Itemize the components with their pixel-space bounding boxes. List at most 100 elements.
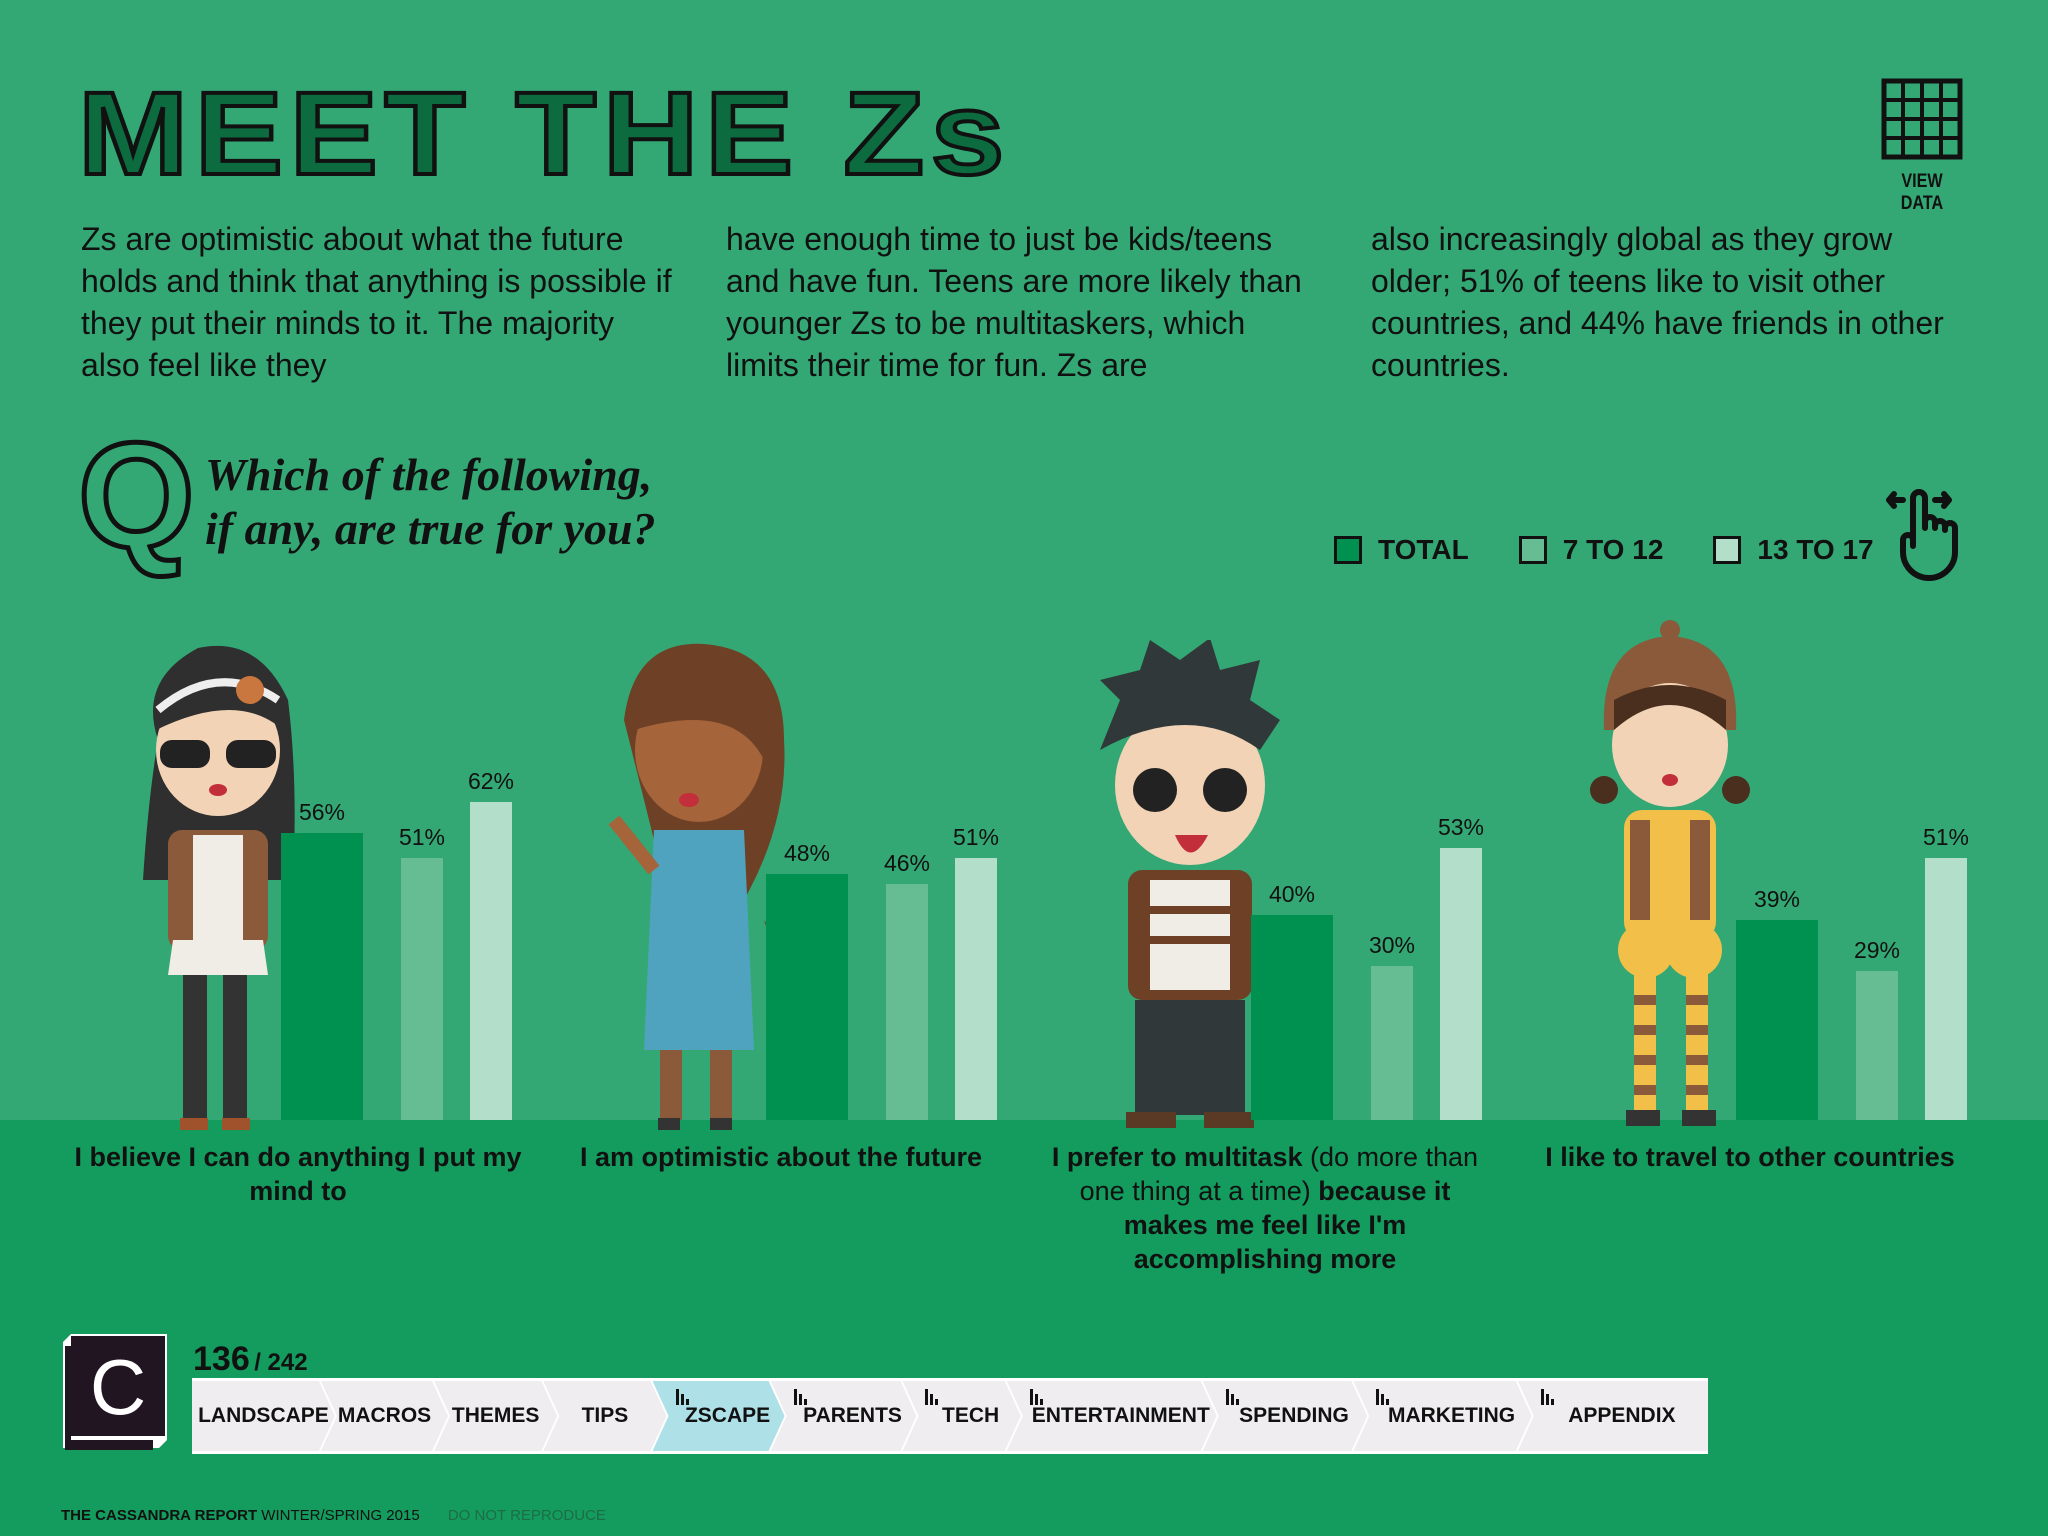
nav-tab-label: TECH [942,1404,1000,1427]
question-letter: Q [76,411,198,579]
footer-notice: DO NOT REPRODUCE [447,1507,606,1524]
view-data-label: VIEW DATA [1900,171,1944,214]
bar-7-to-12 [1856,971,1898,1120]
intro-column-2: have enough time to just be kids/teens a… [726,221,1302,383]
legend-label: 7 TO 12 [1562,534,1664,565]
data-label: 48% [783,839,831,866]
page-title: MEET THE Zs [76,66,1012,202]
legend-label: TOTAL [1378,534,1469,565]
current-page: 136 [193,1340,250,1378]
nav-tab-themes[interactable]: THEMES [434,1381,557,1451]
nav-tab-label: ZSCAPE [684,1404,771,1427]
character-girl-knit-hat [1590,620,1750,1126]
bar-13-to-17 [1925,858,1967,1120]
nav-tab-label: THEMES [451,1404,540,1427]
data-label: 51% [1922,824,1970,851]
bar-total [1736,919,1818,1120]
intro-column-3: also increasingly global as they grow ol… [1371,221,1944,383]
data-label: 51% [398,824,446,851]
data-label: 62% [467,767,515,794]
data-label: 29% [1853,937,1901,964]
legend-swatch [1334,536,1362,564]
data-label: 39% [1753,885,1801,912]
legend-label: 13 TO 17 [1757,534,1874,565]
nav-tab-parents[interactable]: PARENTS [771,1381,917,1451]
nav-tab-tips[interactable]: TIPS [543,1381,666,1451]
data-label: 51% [952,824,1000,851]
view-data-button[interactable]: VIEW DATA [1872,78,1972,215]
nav-tab-zscape[interactable]: ZSCAPE [653,1381,785,1451]
bar-chart-icon [1540,1389,1554,1405]
bar-chart-icon [1375,1389,1391,1405]
total-pages: / 242 [254,1349,308,1376]
data-label: 40% [1268,880,1316,907]
category-label: I believe I can do anything I put my min… [68,1140,528,1208]
footer-edition: WINTER/SPRING 2015 [261,1507,420,1524]
question-text: Which of the following, if any, are true… [205,448,656,556]
nav-tab-spending[interactable]: SPENDING [1203,1381,1368,1451]
category-label: I am optimistic about the future [551,1140,1011,1174]
bar-7-to-12 [886,884,928,1120]
logo-letter: C [90,1343,146,1431]
nav-tab-landscape[interactable]: LANDSCAPE [192,1381,335,1451]
character-girl-blue-dress [608,643,804,1130]
bar-chart-icon [675,1389,691,1405]
legend-swatch [1713,536,1742,564]
data-label: 56% [298,798,346,825]
question-line-2: if any, are true for you? [205,503,656,554]
bar-7-to-12 [401,858,443,1120]
bar-total [281,832,363,1120]
legend-7-to-12: 7 TO 12 [1518,534,1664,566]
data-label: 53% [1437,814,1485,841]
category-label-part: I prefer to multitask [1051,1142,1303,1172]
bar-chart-icon [1225,1389,1241,1405]
bar-13-to-17 [955,858,997,1120]
bar-total [766,873,848,1120]
character-boy-glasses [1100,640,1280,1128]
nav-tab-label: MARKETING [1387,1404,1516,1427]
nav-tab-label: TIPS [581,1404,629,1427]
bar-13-to-17 [1440,848,1482,1120]
bar-total [1251,914,1333,1120]
intro-column-1: Zs are optimistic about what the future … [81,221,672,383]
nav-tab-tech[interactable]: TECH [902,1381,1020,1451]
ground-band [0,1120,2048,1536]
bar-chart-icon [793,1389,809,1405]
nav-tab-label: APPENDIX [1568,1404,1676,1427]
category-label-part: I like to travel to other countries [1545,1142,1955,1172]
category-label: I like to travel to other countries [1520,1140,1980,1174]
chart-legend: TOTAL 7 TO 12 13 TO 17 [1334,534,1874,566]
category-label-part: I believe I can do anything I put my min… [74,1142,522,1206]
footer-brand: THE CASSANDRA REPORT [61,1507,258,1524]
bar-chart-icon [924,1389,940,1405]
legend-total: TOTAL [1334,534,1469,566]
bar-chart-icon [1029,1389,1045,1405]
nav-tab-label: SPENDING [1239,1404,1349,1427]
page-indicator: 136 / 242 [193,1340,308,1379]
legend-13-to-17: 13 TO 17 [1713,534,1874,566]
category-label-part: I am optimistic about the future [579,1142,983,1172]
category-label: I prefer to multitask (do more than one … [1035,1140,1495,1276]
data-label: 46% [883,850,931,877]
nav-tab-entertainment[interactable]: ENTERTAINMENT [1007,1381,1217,1451]
nav-tab-label: PARENTS [803,1404,902,1427]
nav-tab-marketing[interactable]: MARKETING [1353,1381,1531,1451]
question-line-1: Which of the following, [205,449,653,500]
swipe-hand-icon[interactable] [1885,488,1969,589]
character-girl-sunglasses [143,645,295,1130]
category-label-part: (do more than one thing at a time) [1079,1142,1479,1206]
legend-swatch [1518,536,1547,564]
section-nav: LANDSCAPE MACROS THEMES TIPS ZSCAPE PARENTS TE… [192,1378,1708,1454]
nav-tab-label: LANDSCAPE [198,1404,329,1427]
grid-icon [1881,78,1963,160]
nav-tab-appendix[interactable]: APPENDIX [1517,1381,1708,1451]
bar-13-to-17 [470,801,512,1120]
nav-tab-label: ENTERTAINMENT [1031,1404,1210,1427]
category-label-part: because it makes me feel like I'm accomp… [1123,1176,1451,1274]
nav-tab-label: MACROS [337,1404,432,1427]
bar-7-to-12 [1371,966,1413,1120]
cassandra-logo[interactable]: C [61,1332,169,1459]
data-label: 30% [1368,932,1416,959]
nav-tab-macros[interactable]: MACROS [321,1381,448,1451]
footer: THE CASSANDRA REPORT WINTER/SPRING 2015 … [61,1507,606,1524]
